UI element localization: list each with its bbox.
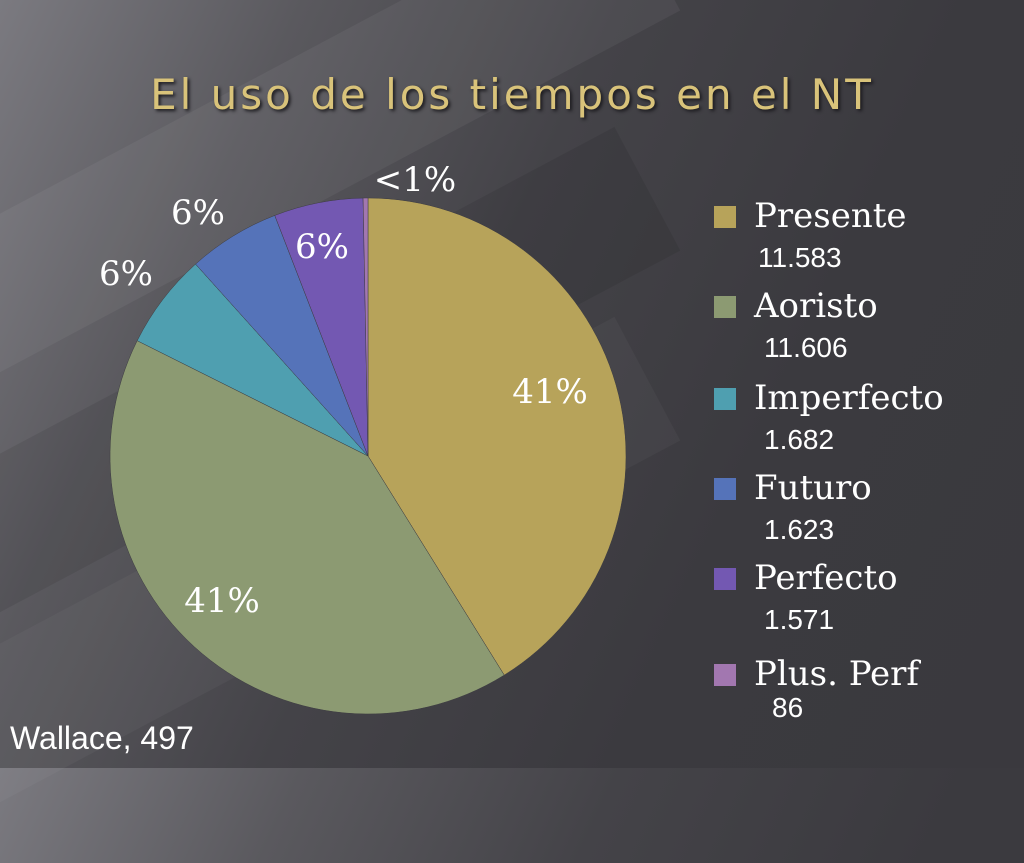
legend-label: Aoristo — [754, 286, 878, 326]
legend-value: 1.623 — [764, 514, 835, 545]
pie-label-futuro: 6% — [171, 193, 225, 233]
pie-slice-plus-perf — [362, 197, 369, 457]
legend-swatch-perfecto — [714, 568, 736, 590]
legend-value: 86 — [772, 692, 804, 723]
legend-value: 1.682 — [764, 424, 835, 455]
pie-slice-aoristo — [109, 340, 505, 715]
legend-label: Perfecto — [754, 558, 898, 598]
legend-label: Plus. Perf — [754, 654, 920, 694]
pie-label-presente: 41% — [512, 372, 588, 412]
legend-swatch-futuro — [714, 478, 736, 500]
legend-value: 11.606 — [764, 332, 848, 363]
legend-swatch-imperfecto — [714, 388, 736, 410]
pie-label-imperfecto: 6% — [99, 254, 153, 294]
legend-label: Futuro — [754, 468, 872, 508]
legend-label: Imperfecto — [754, 378, 944, 418]
slide-title: El uso de los tiempos en el NT — [150, 70, 874, 119]
pie-chart: 41% 41% 6% 6% 6% <1% — [99, 160, 627, 715]
source-citation: Wallace, 497 — [10, 720, 194, 756]
pie-label-aoristo: 41% — [184, 581, 260, 621]
legend-swatch-aoristo — [714, 296, 736, 318]
legend-swatch-presente — [714, 206, 736, 228]
legend-value: 1.571 — [764, 604, 835, 635]
pie-label-plus-perf: <1% — [374, 160, 456, 200]
pie-slice-presente — [367, 197, 627, 676]
legend-value: 11.583 — [758, 242, 842, 273]
pie-label-perfecto: 6% — [295, 227, 349, 267]
legend-label: Presente — [754, 196, 907, 236]
legend-swatch-plus-perf — [714, 664, 736, 686]
